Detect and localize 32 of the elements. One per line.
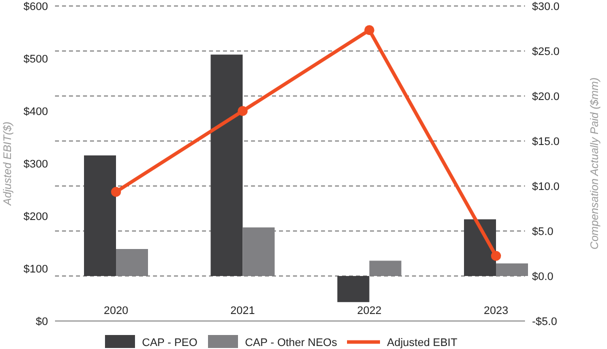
legend-label: CAP - PEO [142,337,198,349]
y-tick-label: $200 [24,211,48,223]
y2-tick-label: $25.0 [532,46,560,58]
y2-tick-label: $20.0 [532,91,560,103]
y2-tick-label: $15.0 [532,136,560,148]
y-tick-label: $0 [36,316,48,328]
y2-tick-label: $10.0 [532,181,560,193]
y2-tick-label: -$5.0 [532,316,558,328]
y2-tick-label: $30.0 [532,1,560,13]
point [491,250,501,261]
y2-tick-label: $0.0 [532,271,554,283]
bar [210,54,243,276]
x-tick-label: 2021 [230,305,255,318]
y-tick-label: $600 [24,1,48,13]
y2-axis-title: Compensation Actually Paid ($mm) [589,77,601,250]
point [111,186,121,197]
y2-tick-label: $5.0 [532,226,554,238]
y-axis-title: Adjusted EBIT($) [2,121,14,206]
x-tick-label: 2020 [104,305,128,318]
bar [84,155,116,276]
bar [337,276,370,302]
x-tick-label: 2022 [357,305,382,318]
point [364,25,374,36]
bar [464,219,496,276]
legend-label: Adjusted EBIT [387,337,458,349]
y-tick-label: $400 [24,106,48,118]
point [238,106,248,116]
y-tick-label: $100 [24,264,48,276]
y-tick-label: $500 [24,54,48,66]
y-tick-label: $300 [24,158,48,170]
legend-label: CAP - Other NEOs [245,337,338,349]
x-tick-label: 2023 [484,305,508,318]
